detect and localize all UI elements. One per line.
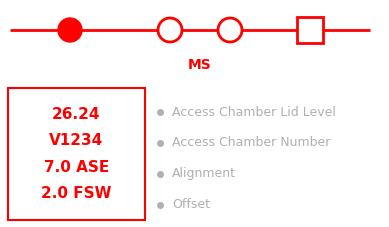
Circle shape (159, 19, 181, 41)
Text: 7.0 ASE: 7.0 ASE (44, 160, 109, 175)
Bar (297, 17, 323, 43)
Bar (297, 17, 323, 43)
Text: Access Chamber Number: Access Chamber Number (172, 136, 330, 150)
Text: MS: MS (188, 58, 212, 72)
Text: Offset: Offset (172, 198, 210, 212)
Text: V1234: V1234 (49, 133, 103, 148)
Circle shape (219, 19, 241, 41)
Text: 26.24: 26.24 (52, 107, 101, 122)
Bar (8, 88, 145, 220)
Text: Access Chamber Lid Level: Access Chamber Lid Level (172, 106, 336, 118)
Text: Alignment: Alignment (172, 168, 236, 180)
Text: 2.0 FSW: 2.0 FSW (41, 186, 112, 201)
Circle shape (58, 18, 82, 42)
